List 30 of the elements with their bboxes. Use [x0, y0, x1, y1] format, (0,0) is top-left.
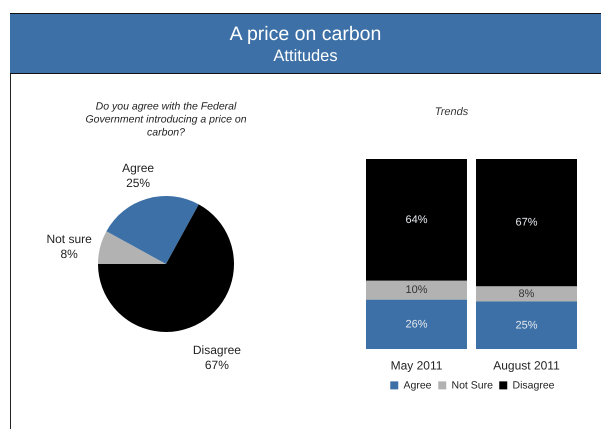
data-label: 10% — [405, 284, 428, 296]
pie-slice — [106, 196, 199, 264]
bar — [366, 280, 467, 300]
bar — [476, 302, 577, 349]
text: A price on carbon — [228, 22, 382, 45]
data-label: 25% — [126, 176, 150, 190]
chart-title: Trends — [434, 106, 469, 118]
pie-slice — [98, 231, 166, 264]
data-label: 8% — [518, 288, 535, 300]
slice-label: Agree — [122, 160, 154, 175]
slice-label: Not sure — [46, 232, 92, 246]
slice-label: Disagree — [192, 343, 242, 358]
bar — [366, 159, 467, 281]
data-label: 64% — [405, 214, 428, 226]
legend-label: Agree — [404, 379, 432, 392]
data-label: 8% — [60, 247, 78, 262]
pie-slice — [98, 204, 234, 332]
legend-label: Disagree — [512, 379, 555, 392]
data-label: 67% — [204, 358, 230, 372]
text: Attitudes — [272, 46, 339, 66]
bar — [366, 300, 467, 349]
x-tick-label: August 2011 — [493, 358, 560, 372]
bar — [476, 286, 577, 302]
legend-label: Not Sure — [452, 379, 494, 392]
chart-title: Do you agree with the Federal Government introducing a price on carbon? — [85, 100, 247, 138]
data-label: 25% — [515, 319, 538, 332]
data-label: 67% — [515, 216, 538, 229]
bar — [476, 159, 577, 286]
x-tick-label: May 2011 — [390, 358, 443, 372]
data-label: 26% — [405, 318, 428, 330]
